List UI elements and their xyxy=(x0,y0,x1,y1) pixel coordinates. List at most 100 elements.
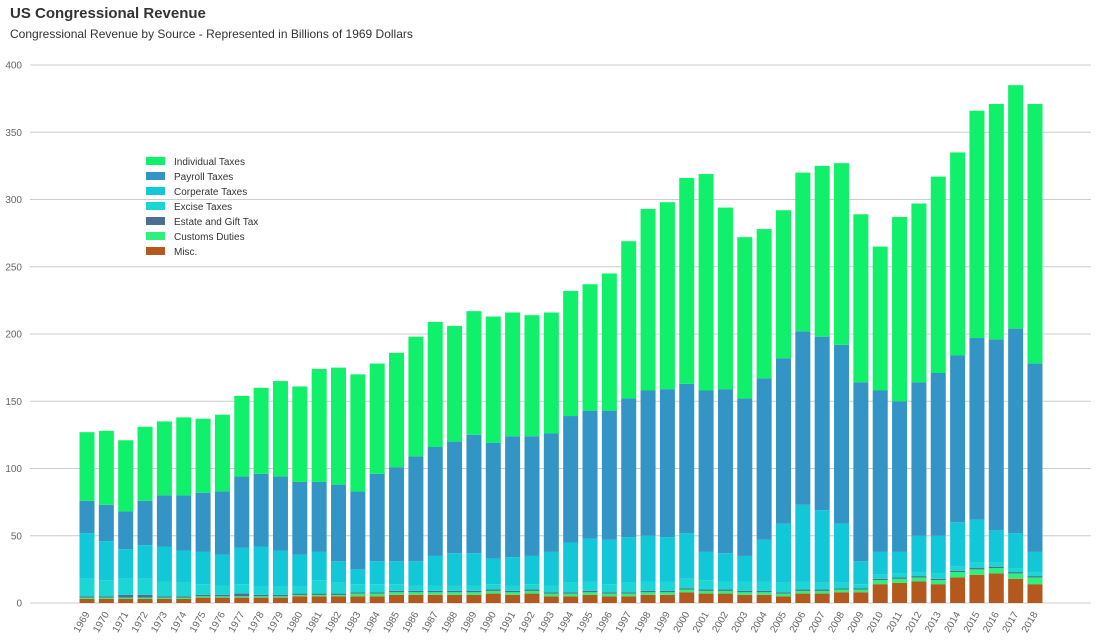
bar-stack xyxy=(466,311,482,603)
bar-segment xyxy=(137,545,153,579)
bar-segment xyxy=(447,441,463,554)
bar-segment xyxy=(872,584,888,603)
bar-segment xyxy=(1027,576,1043,578)
bar-stack xyxy=(640,208,656,603)
bar-segment xyxy=(853,214,869,383)
bar-segment xyxy=(427,594,443,603)
bar-segment xyxy=(717,389,733,554)
bar-segment xyxy=(447,585,463,591)
bar-segment xyxy=(214,491,230,555)
bar-segment xyxy=(853,592,869,603)
x-tick-label: 1980 xyxy=(285,610,306,635)
bar-segment xyxy=(98,598,114,603)
bar-segment xyxy=(659,590,675,593)
bar-segment xyxy=(408,561,424,586)
bar-segment xyxy=(834,589,850,593)
bar-segment xyxy=(408,592,424,595)
bar-segment xyxy=(195,597,211,603)
x-tick-label: 1998 xyxy=(633,610,654,635)
bar-segment xyxy=(176,598,192,603)
bar-stack xyxy=(601,273,617,603)
bar-segment xyxy=(853,584,869,589)
legend-item: Misc. xyxy=(146,247,197,258)
bar-stack xyxy=(950,152,966,603)
bar-segment xyxy=(214,594,230,597)
bar-segment xyxy=(311,368,327,482)
bar-stack xyxy=(389,352,405,603)
bar-segment xyxy=(563,290,579,417)
bar-segment xyxy=(331,561,347,583)
bar-segment xyxy=(331,484,347,562)
bar-segment xyxy=(272,597,288,603)
bar-segment xyxy=(253,596,269,598)
x-tick-label: 1972 xyxy=(130,610,151,635)
bar-segment xyxy=(795,581,811,590)
bar-segment xyxy=(795,331,811,505)
bar-segment xyxy=(505,592,521,595)
bar-segment xyxy=(679,578,695,589)
bar-segment xyxy=(466,434,482,554)
bar-segment xyxy=(659,202,675,390)
bar-segment xyxy=(272,550,288,587)
bar-segment xyxy=(969,568,985,570)
bar-segment xyxy=(756,581,772,591)
bar-segment xyxy=(427,555,443,586)
bar-segment xyxy=(621,398,637,538)
bar-segment xyxy=(717,589,733,591)
bar-segment xyxy=(137,597,153,599)
bar-segment xyxy=(331,594,347,597)
bar-segment xyxy=(98,597,114,599)
bar-segment xyxy=(118,549,134,579)
bar-segment xyxy=(389,584,405,591)
bar-segment xyxy=(292,586,308,594)
bar-segment xyxy=(292,596,308,603)
bar-segment xyxy=(543,433,559,552)
bar-segment xyxy=(930,176,946,374)
bar-segment xyxy=(795,593,811,603)
y-tick-label: 50 xyxy=(11,531,23,542)
bar-segment xyxy=(950,355,966,523)
bar-segment xyxy=(195,584,211,595)
legend-label: Misc. xyxy=(174,247,197,258)
bar-segment xyxy=(988,562,1004,567)
bar-segment xyxy=(679,588,695,590)
legend-label: Individual Taxes xyxy=(174,157,245,168)
bar-stack xyxy=(1008,85,1024,603)
x-tick-label: 1994 xyxy=(556,610,577,635)
bar-segment xyxy=(969,519,985,563)
bar-segment xyxy=(698,173,714,391)
bar-segment xyxy=(543,585,559,593)
y-tick-label: 150 xyxy=(5,397,22,408)
bar-segment xyxy=(872,580,888,585)
x-tick-label: 1992 xyxy=(517,610,538,635)
bar-segment xyxy=(621,582,637,593)
bar-segment xyxy=(427,585,443,591)
bar-segment xyxy=(234,596,250,598)
x-tick-label: 2012 xyxy=(904,610,925,635)
x-tick-label: 1988 xyxy=(440,610,461,635)
bar-segment xyxy=(892,401,908,552)
bar-segment xyxy=(118,594,134,598)
bar-segment xyxy=(331,596,347,603)
bar-segment xyxy=(775,596,791,603)
bar-segment xyxy=(834,588,850,590)
bar-segment xyxy=(659,592,675,595)
bar-segment xyxy=(350,592,366,594)
bar-segment xyxy=(389,590,405,593)
bar-segment xyxy=(505,585,521,591)
bar-segment xyxy=(1008,573,1024,579)
bar-segment xyxy=(911,382,927,536)
bar-segment xyxy=(369,363,385,474)
bar-segment xyxy=(195,551,211,585)
bar-segment xyxy=(485,589,501,591)
bar-segment xyxy=(543,596,559,603)
bar-segment xyxy=(234,584,250,594)
legend-label: Corperate Taxes xyxy=(174,187,247,198)
bar-stack xyxy=(969,110,985,603)
bar-segment xyxy=(137,426,153,501)
bar-segment xyxy=(834,163,850,345)
x-tick-label: 2018 xyxy=(1020,610,1041,635)
x-tick-label: 2016 xyxy=(981,610,1002,635)
bar-segment xyxy=(737,590,753,593)
